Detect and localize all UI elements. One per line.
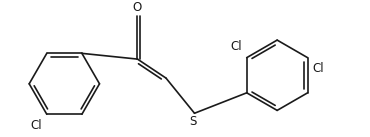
Text: O: O xyxy=(133,2,142,14)
Text: Cl: Cl xyxy=(30,119,42,132)
Text: S: S xyxy=(189,115,196,128)
Text: Cl: Cl xyxy=(231,40,242,53)
Text: Cl: Cl xyxy=(312,62,324,75)
